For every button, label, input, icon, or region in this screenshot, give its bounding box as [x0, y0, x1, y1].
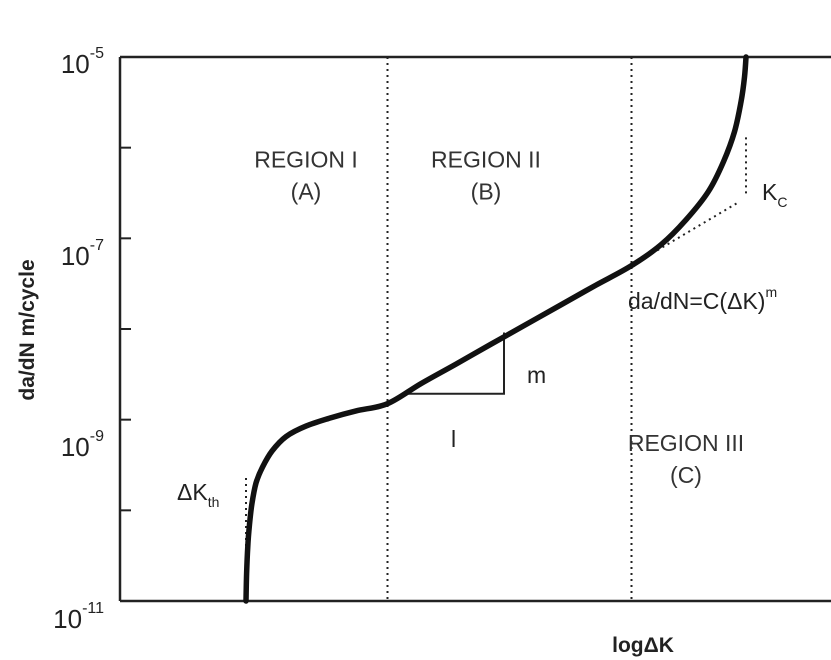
- dkth-label: ΔKth: [177, 479, 219, 510]
- region-label-1-title: REGION I: [254, 147, 358, 173]
- x-axis-title: logΔK: [612, 634, 674, 657]
- y-tick-labels: 10-5 10-7 10-9 10-11: [53, 45, 104, 634]
- y-axis-title: da/dN m/cycle: [16, 259, 39, 400]
- y-tick-label-1e-5: 10-5: [61, 45, 104, 79]
- y-tick-label-1e-7: 10-7: [61, 237, 104, 271]
- slope-run-label: l: [451, 426, 456, 452]
- region-labels: REGION I (A) REGION II (B) REGION III (C): [254, 147, 744, 488]
- slope-triangle: [402, 332, 505, 395]
- y-tick-label-1e-9: 10-9: [61, 428, 104, 462]
- y-tick-label-1e-11: 10-11: [53, 600, 104, 634]
- region-dividers: [386, 57, 633, 601]
- region-label-3-code: (C): [670, 462, 702, 488]
- kc-label: KC: [762, 179, 787, 210]
- paris-law-extension-line: [630, 201, 740, 267]
- crack-growth-curve: [243, 54, 749, 604]
- region-label-1-code: (A): [291, 179, 322, 205]
- slope-m-label: m: [527, 362, 546, 388]
- y-ticks: [120, 56, 131, 602]
- region-label-3-title: REGION III: [628, 430, 744, 456]
- region-label-2-title: REGION II: [431, 147, 541, 173]
- paris-law-label: da/dN=C(ΔK)m: [628, 284, 777, 314]
- region-label-2-code: (B): [471, 179, 502, 205]
